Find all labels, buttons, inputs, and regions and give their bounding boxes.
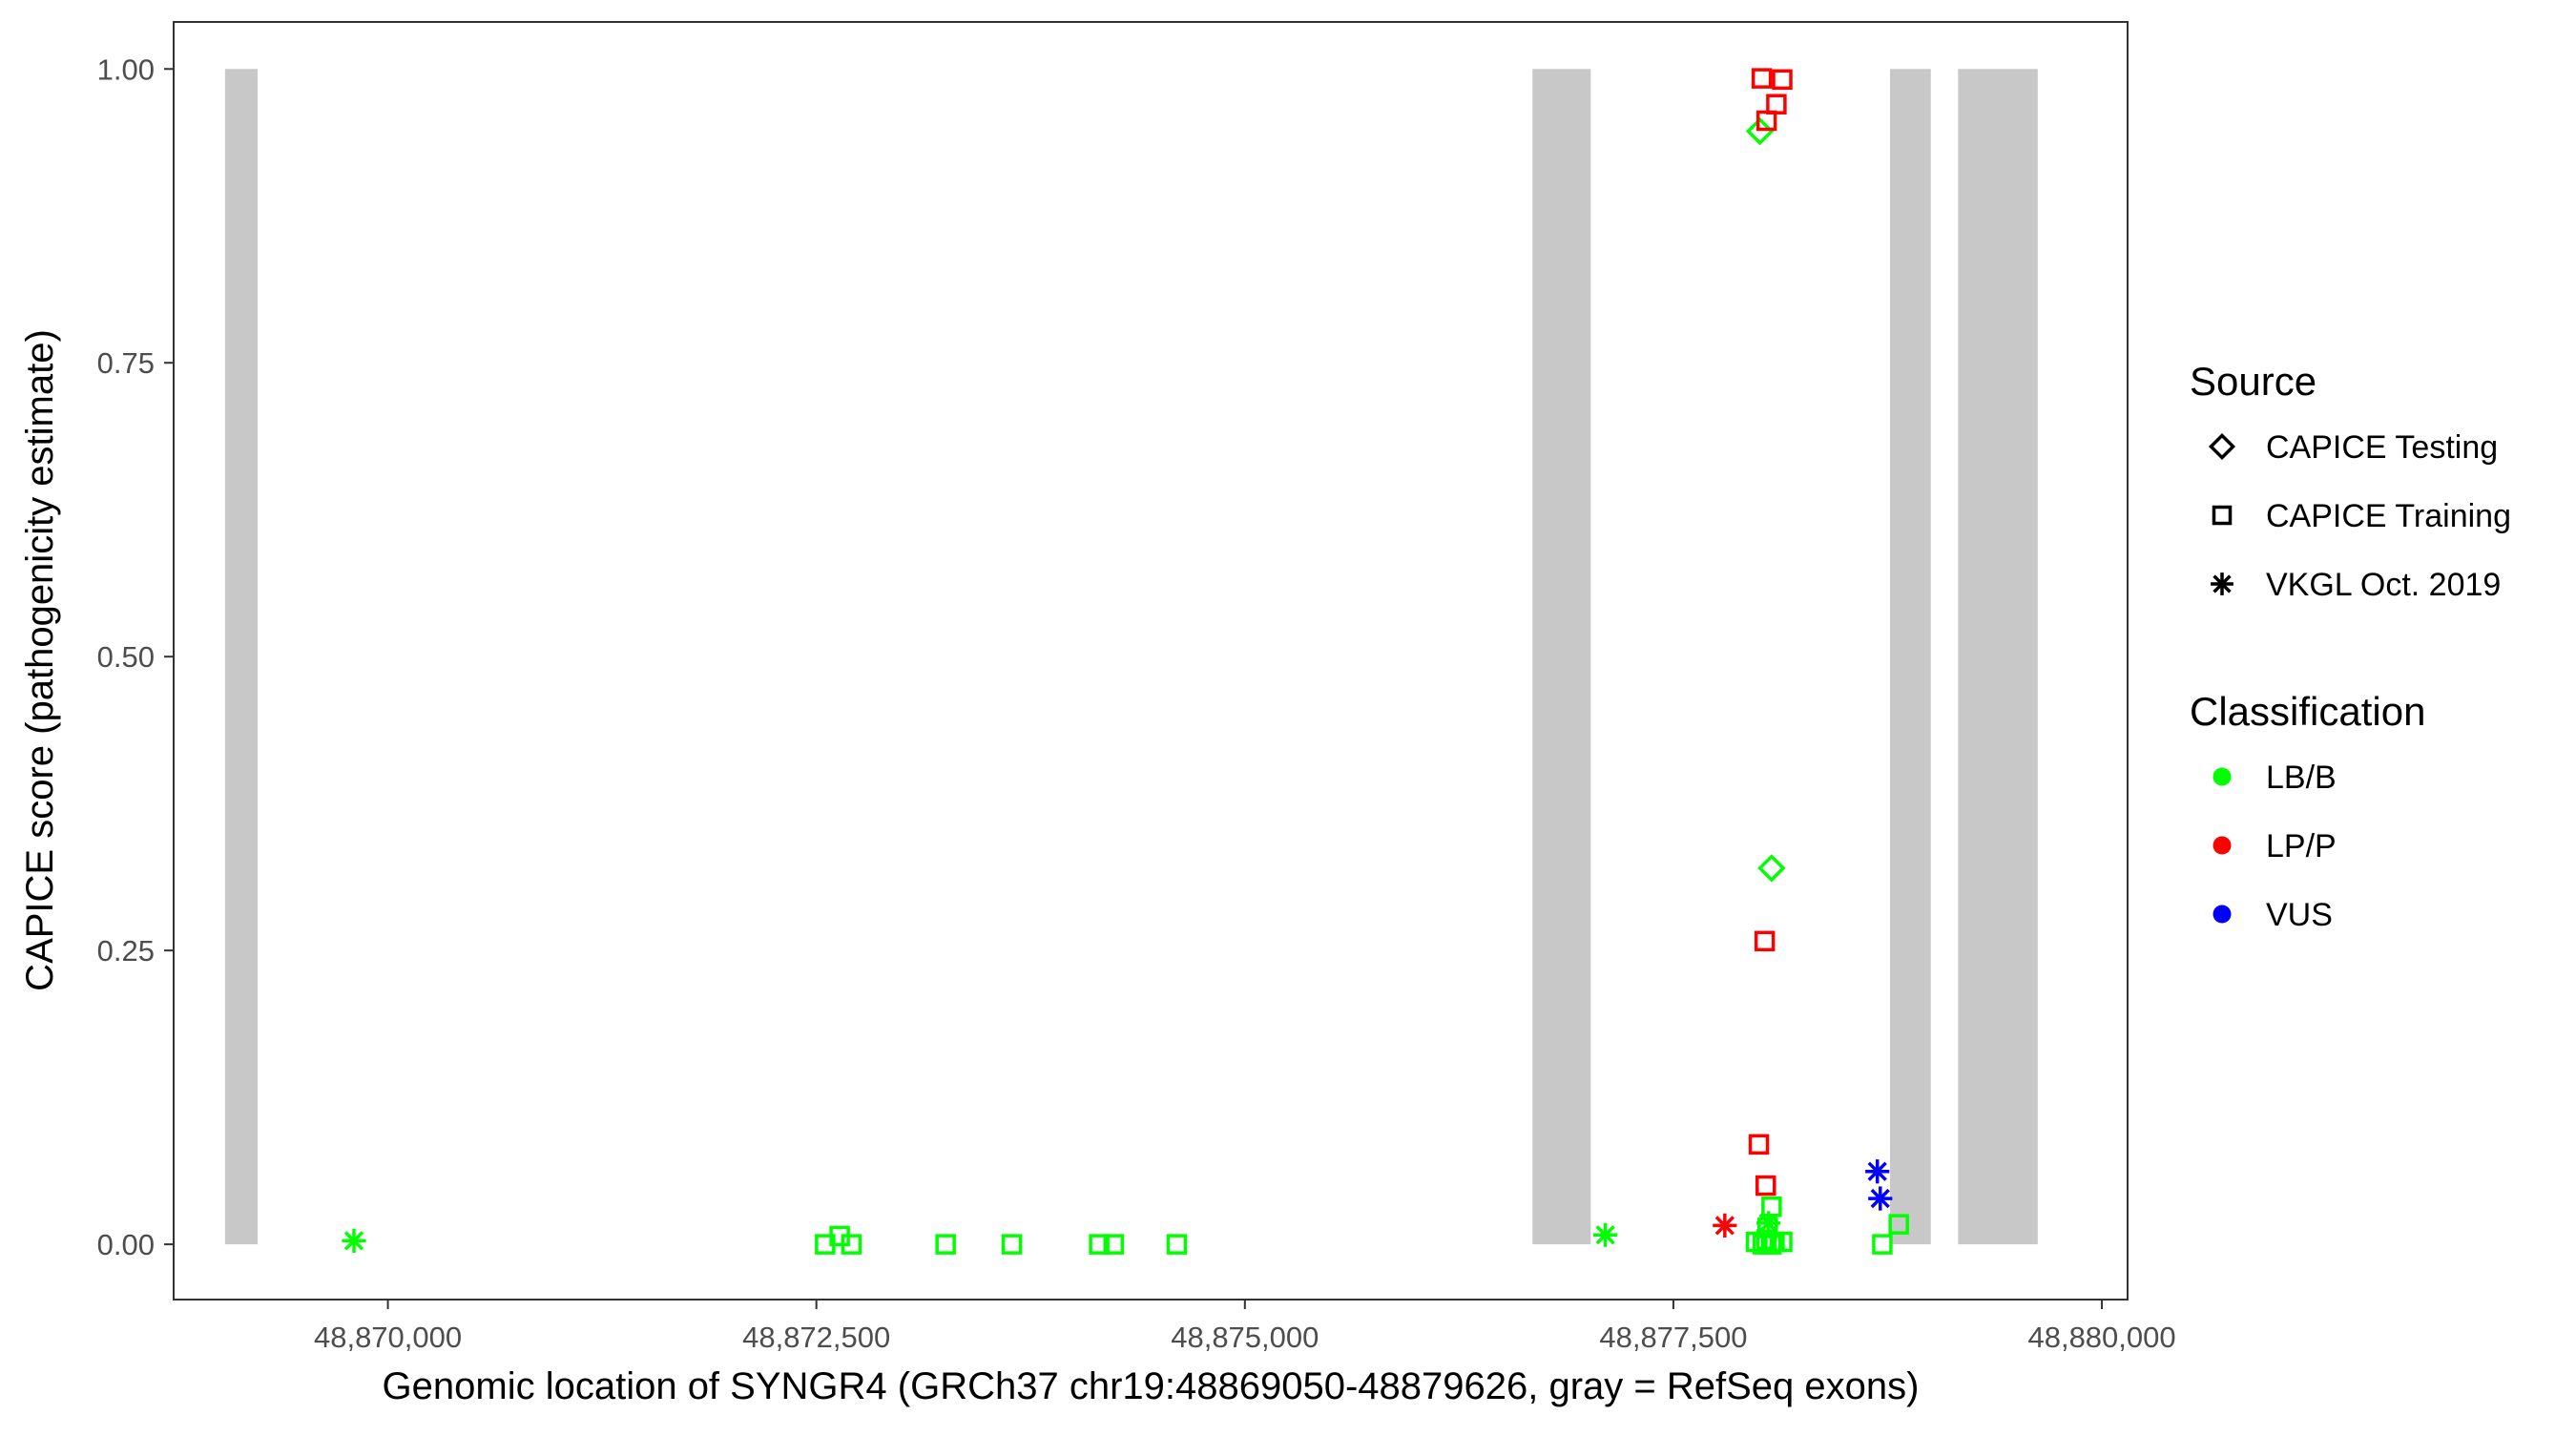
data-point [342,1228,366,1254]
data-point [1766,94,1787,114]
data-point [1772,1231,1793,1253]
data-point [1713,1213,1737,1238]
data-point [1772,69,1793,91]
legend-key-asterisk-icon [2211,572,2233,595]
data-point [1751,68,1773,89]
legend-entry-label: LB/B [2266,760,2337,796]
legend-entry-label: CAPICE Testing [2266,429,2498,466]
data-point [1754,930,1776,952]
y-tick-label: 0.25 [97,934,155,968]
y-tick-label: 0.50 [97,640,155,674]
y-tick-label: 0.75 [97,346,155,380]
y-axis-title: CAPICE score (pathogenicity estimate) [19,329,61,991]
x-tick-label: 48,870,000 [314,1321,462,1354]
data-point [1745,116,1775,146]
data-point [1865,1159,1890,1184]
x-tick-label: 48,880,000 [2027,1321,2175,1354]
legend-title: Classification [2190,689,2425,734]
data-point [1166,1234,1188,1255]
data-point [1001,1234,1023,1255]
data-point [1748,1134,1770,1155]
legend-key-dot-icon [2212,905,2232,924]
data-point [1593,1222,1618,1247]
y-tick-label: 0.00 [97,1228,155,1261]
x-axis: 48,870,000 48,872,500 48,875,000 48,877,500… [174,1299,2176,1354]
x-tick-label: 48,877,500 [1599,1321,1747,1354]
legend-title: Source [2190,359,2316,404]
legend-key-dot-icon [2212,767,2232,786]
x-tick-label: 48,875,000 [1171,1321,1319,1354]
legend-entry-label: VUS [2266,897,2333,933]
exon-band [1890,69,1931,1245]
data-point [1755,1175,1776,1197]
legend-entry-label: VKGL Oct. 2019 [2266,567,2501,603]
exon-band [1532,69,1591,1245]
legend-key-square-icon [2212,505,2233,526]
legend-entry-label: CAPICE Training [2266,498,2511,534]
data-point [1089,1234,1110,1255]
data-point [935,1234,956,1255]
legend: Source CAPICE Testing CAPICE Training VKGL … [2190,359,2511,933]
data-point [1868,1186,1893,1211]
exon-bands [224,69,2038,1245]
data-point [1103,1234,1125,1255]
data-point [1757,854,1786,883]
data-point [1761,1196,1782,1217]
exon-band [224,69,259,1245]
legend-key-dot-icon [2212,836,2232,855]
x-axis-title: Genomic location of SYNGR4 (GRCh37 chr19… [383,1365,1920,1407]
data-point [1872,1234,1893,1255]
exon-band [1958,69,2038,1245]
data-point [841,1234,862,1255]
legend-entry-label: LP/P [2266,828,2337,864]
data-point [1888,1214,1909,1235]
y-axis: 0.00 0.25 0.50 0.75 1.00 [97,52,174,1261]
legend-key-diamond-icon [2208,432,2236,461]
data-points [342,68,1909,1255]
plot-panel-border [173,21,2129,1301]
x-tick-label: 48,872,500 [742,1321,890,1354]
y-tick-label: 1.00 [97,52,155,86]
